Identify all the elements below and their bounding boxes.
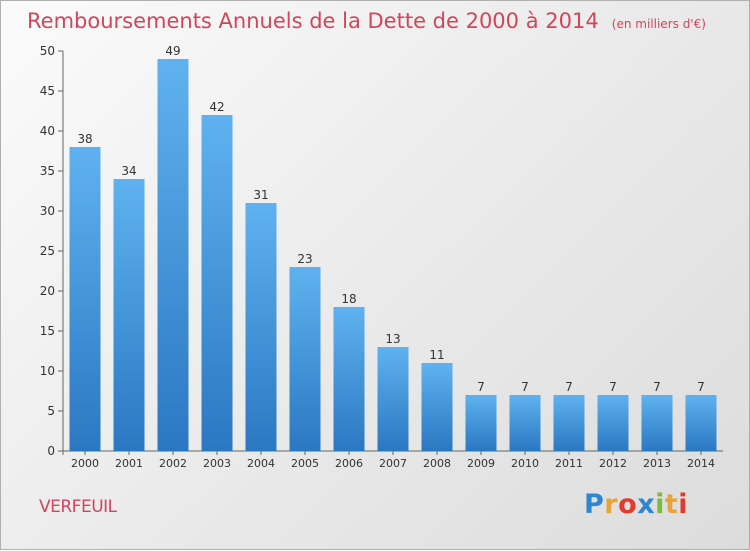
bar <box>641 395 673 451</box>
x-tick-label: 2002 <box>159 457 187 470</box>
labels-group: 38 2000 34 2001 49 2002 42 2003 31 2004 23 2005 18 20… <box>71 44 715 470</box>
x-tick-label: 2008 <box>423 457 451 470</box>
data-label: 11 <box>429 348 444 362</box>
data-label: 31 <box>253 188 268 202</box>
chart-title-row: Remboursements Annuels de la Dette de 20… <box>27 9 706 33</box>
data-label: 13 <box>385 332 400 346</box>
x-tick-label: 2004 <box>247 457 275 470</box>
y-tick-label: 15 <box>40 324 55 338</box>
y-tick-label: 50 <box>40 44 55 58</box>
bar <box>157 59 189 451</box>
x-tick-label: 2001 <box>115 457 143 470</box>
data-label: 38 <box>77 132 92 146</box>
bar <box>421 363 453 451</box>
bar <box>465 395 497 451</box>
bar <box>245 203 277 451</box>
x-tick-label: 2012 <box>599 457 627 470</box>
x-tick-label: 2007 <box>379 457 407 470</box>
data-label: 49 <box>165 44 180 58</box>
x-tick-label: 2005 <box>291 457 319 470</box>
y-tick-label: 40 <box>40 124 55 138</box>
bar <box>377 347 409 451</box>
y-tick-label: 35 <box>40 164 55 178</box>
data-label: 7 <box>521 380 529 394</box>
data-label: 7 <box>477 380 485 394</box>
x-tick-label: 2013 <box>643 457 671 470</box>
bars-group <box>69 59 717 451</box>
data-label: 7 <box>609 380 617 394</box>
y-tick-label: 20 <box>40 284 55 298</box>
bar <box>69 147 101 451</box>
bar <box>509 395 541 451</box>
data-label: 18 <box>341 292 356 306</box>
chart-title: Remboursements Annuels de la Dette de 20… <box>27 9 599 33</box>
x-tick-label: 2000 <box>71 457 99 470</box>
y-tick-label: 45 <box>40 84 55 98</box>
axes: 0 5 10 15 20 25 30 35 40 45 50 <box>40 44 723 458</box>
y-tick-label: 5 <box>47 404 55 418</box>
bar <box>333 307 365 451</box>
data-label: 23 <box>297 252 312 266</box>
data-label: 34 <box>121 164 136 178</box>
x-tick-label: 2010 <box>511 457 539 470</box>
x-tick-label: 2011 <box>555 457 583 470</box>
bar <box>597 395 629 451</box>
chart-unit: (en milliers d'€) <box>611 17 706 31</box>
commune-name: VERFEUIL <box>39 497 117 517</box>
y-tick-label: 10 <box>40 364 55 378</box>
y-tick-label: 25 <box>40 244 55 258</box>
x-tick-label: 2009 <box>467 457 495 470</box>
bar <box>201 115 233 451</box>
data-label: 7 <box>565 380 573 394</box>
bar <box>113 179 145 451</box>
bar <box>289 267 321 451</box>
x-tick-label: 2006 <box>335 457 363 470</box>
proxiti-logo: Proxiti <box>584 489 689 520</box>
x-tick-label: 2014 <box>687 457 715 470</box>
y-tick-label: 0 <box>47 444 55 458</box>
x-tick-label: 2003 <box>203 457 231 470</box>
bar <box>553 395 585 451</box>
data-label: 7 <box>697 380 705 394</box>
y-tick-label: 30 <box>40 204 55 218</box>
data-label: 42 <box>209 100 224 114</box>
bar <box>685 395 717 451</box>
data-label: 7 <box>653 380 661 394</box>
